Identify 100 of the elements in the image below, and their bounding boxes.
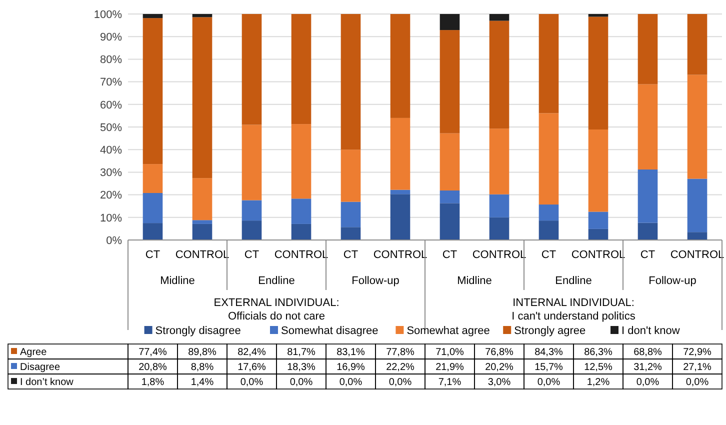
text: Midline — [457, 274, 492, 287]
bar — [192, 178, 212, 220]
text: 12,5% — [584, 362, 613, 373]
x-tick-label: CONTROL — [670, 248, 724, 261]
x-tick-label: CT — [343, 248, 358, 261]
bar — [687, 178, 708, 232]
bar — [390, 194, 410, 240]
bar — [390, 190, 410, 194]
bar — [192, 220, 212, 224]
text: 84,3% — [534, 347, 564, 358]
text: 71,0% — [436, 347, 464, 358]
bar — [638, 14, 658, 84]
text: 18,3% — [287, 362, 316, 373]
bar — [538, 204, 559, 221]
bar — [242, 124, 262, 200]
legend-label: Somewhat agree — [406, 324, 490, 337]
text: 81,7% — [287, 347, 316, 358]
bar — [538, 220, 559, 240]
text: 0,0% — [537, 377, 560, 388]
bar — [192, 17, 212, 178]
bar — [638, 84, 658, 170]
text: 15,7% — [534, 362, 564, 373]
bar — [142, 18, 163, 164]
text: 0,0% — [240, 377, 264, 388]
x-tick-label: CT — [442, 248, 458, 261]
text: 16,9% — [336, 362, 366, 373]
bar — [489, 194, 510, 218]
text: I don’t know — [20, 377, 74, 388]
bar — [588, 129, 608, 212]
x-tick-label: CONTROL — [373, 248, 428, 261]
text: 27,1% — [683, 362, 712, 373]
y-tick-label: 40% — [100, 144, 122, 156]
bar — [588, 228, 608, 240]
text: Midline — [160, 274, 195, 287]
text: Disagree — [20, 362, 60, 373]
text: 0,0% — [290, 377, 313, 388]
bar — [340, 202, 361, 228]
bar — [440, 133, 460, 191]
bar — [588, 14, 608, 17]
y-tick-label: 70% — [100, 76, 122, 89]
text: Follow-up — [648, 274, 696, 287]
bar — [687, 232, 708, 240]
bar — [340, 150, 361, 202]
bar — [390, 118, 410, 190]
legend-label: Somewhat disagree — [281, 324, 378, 337]
x-tick-label: CONTROL — [472, 248, 526, 261]
x-tick-label: CT — [145, 248, 160, 261]
text: 0,0% — [636, 377, 660, 388]
text: Endline — [555, 274, 592, 287]
bar — [588, 212, 608, 229]
y-tick-label: 10% — [100, 212, 122, 224]
x-tick-label: CT — [541, 248, 556, 261]
bar — [440, 14, 460, 30]
legend-label: I don't know — [622, 324, 680, 337]
bar — [538, 14, 559, 114]
text: 86,3% — [584, 347, 613, 358]
bar — [340, 14, 361, 150]
bar — [687, 14, 708, 75]
text: 20,8% — [138, 362, 168, 373]
bar — [638, 222, 658, 240]
text: 17,6% — [238, 362, 266, 373]
text: Agree — [20, 347, 48, 358]
text: 77,8% — [386, 347, 415, 358]
x-tick-label: CT — [640, 248, 656, 261]
bar — [489, 217, 510, 240]
text: EXTERNAL INDIVIDUAL: Officials do not care — [214, 296, 340, 323]
y-tick-label: 90% — [100, 31, 122, 44]
bar — [291, 224, 312, 240]
y-tick-label: 80% — [100, 54, 122, 66]
text: 22,2% — [386, 362, 415, 373]
y-tick-label: 100% — [94, 8, 122, 21]
x-tick-label: CONTROL — [571, 248, 626, 261]
text: 1,2% — [586, 377, 610, 388]
bar — [142, 14, 163, 18]
text: 8,8% — [190, 362, 214, 373]
bar — [390, 14, 410, 118]
bar — [489, 128, 510, 194]
text: 0,0% — [388, 377, 412, 388]
bar — [242, 14, 262, 125]
y-tick-label: 60% — [100, 99, 122, 112]
bar — [142, 192, 163, 224]
text: INTERNAL INDIVIDUAL: I can't understand politics — [512, 296, 636, 323]
text: 72,9% — [683, 347, 712, 358]
bar — [440, 203, 460, 240]
bar — [588, 16, 608, 130]
text: 21,9% — [436, 362, 464, 373]
bar — [192, 14, 212, 18]
text: 1,4% — [190, 377, 214, 388]
bar — [291, 124, 312, 199]
bar — [340, 227, 361, 240]
bar — [142, 223, 163, 240]
text: 3,0% — [488, 377, 511, 388]
x-tick-label: CT — [244, 248, 260, 261]
bar — [440, 190, 460, 204]
text: 83,1% — [336, 347, 366, 358]
bar — [242, 220, 262, 240]
text: 77,4% — [138, 347, 168, 358]
text: 1,8% — [141, 377, 164, 388]
bar — [291, 14, 312, 124]
text: 76,8% — [485, 347, 514, 358]
